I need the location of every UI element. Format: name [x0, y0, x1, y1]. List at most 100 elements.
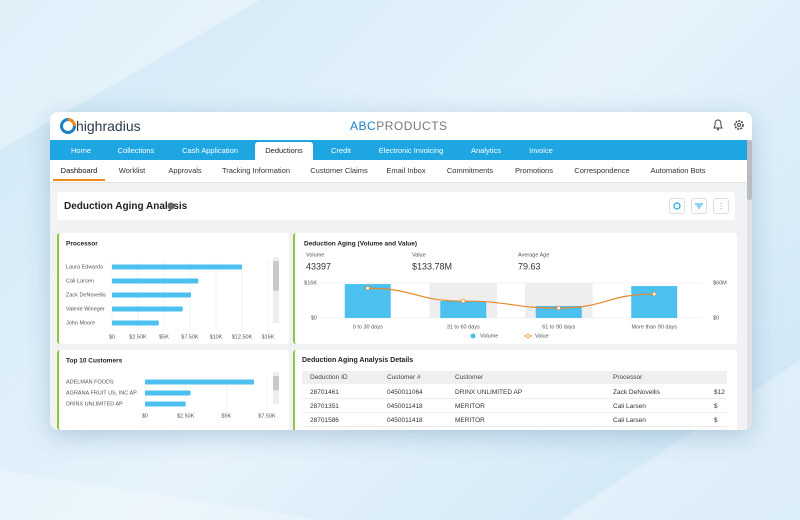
- processor-chart: Processor $0 $2.50K $5K $7.50K $10K $12.50K $15…: [66, 241, 279, 340]
- x-tick-label: $2.50K: [177, 413, 195, 419]
- nav-item[interactable]: Collections: [117, 146, 155, 155]
- sub-nav-item[interactable]: Customer Claims: [310, 166, 368, 175]
- brand-prefix: ABC: [350, 119, 377, 133]
- filter-button[interactable]: [691, 198, 707, 214]
- table-cell: MERITOR: [455, 403, 485, 410]
- column-header[interactable]: Processor: [613, 374, 643, 381]
- column-header[interactable]: Deduction ID: [310, 374, 348, 381]
- stat-label: Average Age: [518, 252, 549, 258]
- table-cell: $12: [714, 389, 725, 396]
- x-tick-label: $7.50K: [258, 413, 276, 419]
- customers-chart: Top 10 Customers $0 $2.50K $5K $7.50K ADELMAN…: [66, 358, 279, 419]
- volume-bar: [535, 305, 582, 318]
- info-dot: [167, 202, 175, 210]
- sub-nav-item[interactable]: Email Inbox: [386, 166, 426, 175]
- table-title: Deduction Aging Analysis Details: [302, 357, 414, 364]
- bar: [145, 390, 191, 396]
- active-tab: [255, 142, 313, 160]
- nav-item[interactable]: Cash Application: [182, 146, 238, 155]
- x-tick-label: $0: [109, 334, 115, 340]
- bell-shape: [713, 119, 723, 129]
- nav-item[interactable]: Electronic Invoicing: [378, 146, 444, 155]
- details-panel: Deduction Aging Analysis Details Deducti…: [293, 350, 737, 430]
- sub-nav-item[interactable]: Dashboard: [60, 166, 98, 175]
- category-label: Laura Edwards: [66, 264, 103, 270]
- brand: ABCPRODUCTS: [350, 119, 448, 133]
- x-tick-label: $12.50K: [232, 334, 253, 340]
- legend-diamond: [525, 333, 531, 339]
- more-button[interactable]: [713, 198, 729, 214]
- aging-chart: Deduction Aging (Volume and Value) Volume…: [304, 241, 727, 340]
- nav-item[interactable]: Credit: [330, 146, 352, 155]
- app-window: highradius ABCPRODUCTS Home Collections Ca…: [50, 112, 752, 430]
- bg-shape: [0, 470, 320, 520]
- sub-nav-item[interactable]: Tracking Information: [221, 166, 291, 175]
- bar: [145, 379, 254, 385]
- processor-panel: Processor $0 $2.50K $5K $7.50K $10K $12.50K $15…: [57, 233, 289, 344]
- sub-nav-item[interactable]: Worklist: [118, 166, 146, 175]
- stat-label: Value: [412, 252, 426, 258]
- y-tick-label: $16K: [304, 280, 317, 286]
- sub-nav-item[interactable]: Correspondence: [574, 166, 630, 175]
- volume-bar: [440, 300, 487, 318]
- category-label: ADELMAN FOODS: [66, 379, 114, 385]
- more-icon: [720, 203, 722, 209]
- x-tick-label: $0: [142, 413, 148, 419]
- scroll-thumb[interactable]: [747, 140, 752, 200]
- gear-shape: [734, 120, 744, 130]
- nav-item[interactable]: Home: [70, 146, 92, 155]
- sub-nav-item[interactable]: Approvals: [168, 166, 202, 175]
- refresh-button[interactable]: [669, 198, 685, 214]
- stat-value: 79.63: [518, 261, 541, 271]
- window-scrollbar[interactable]: [747, 140, 752, 430]
- table-cell: MERITOR: [455, 417, 485, 424]
- refresh-icon: [673, 202, 681, 210]
- info-icon[interactable]: [167, 202, 175, 210]
- chart-title: Deduction Aging (Volume and Value): [304, 241, 417, 248]
- column-header[interactable]: Customer: [455, 374, 484, 381]
- category-label: DRINX UNLIMITED AP: [66, 401, 123, 407]
- nav-item[interactable]: Invoice: [529, 146, 553, 155]
- scrollbar-thumb[interactable]: [273, 261, 279, 291]
- category-label: Zack DeNovellis: [66, 292, 106, 298]
- sub-nav-item[interactable]: Automation Bots: [650, 166, 706, 175]
- scrollbar-thumb[interactable]: [273, 376, 279, 391]
- gear-hub: [737, 123, 741, 127]
- filter-lines: [695, 203, 703, 209]
- aging-panel: Deduction Aging (Volume and Value) Volume…: [293, 233, 737, 344]
- legend-swatch: [470, 333, 476, 339]
- panel-title: Deduction Aging Analysis: [64, 201, 188, 212]
- table-cell: $: [714, 417, 718, 424]
- sub-nav: Dashboard Worklist Approvals Tracking Infor…: [50, 160, 747, 183]
- legend-label: Volume: [480, 333, 498, 339]
- x-tick-label: 61 to 90 days: [542, 324, 575, 330]
- category-label: Valerie Wineger: [66, 306, 105, 312]
- x-tick-label: $7.50K: [181, 334, 199, 340]
- table-cell: DRINX UNLIMITED AP: [455, 389, 523, 396]
- row-divider: [302, 412, 727, 413]
- x-tick-label: $5K: [159, 334, 169, 340]
- bell-icon[interactable]: [712, 118, 724, 132]
- nav-item[interactable]: Analytics: [470, 146, 502, 155]
- table-cell: 0450011418: [387, 403, 423, 410]
- settings-icon[interactable]: [732, 118, 746, 132]
- bar: [112, 264, 242, 270]
- x-tick-label: $2.50K: [129, 334, 147, 340]
- filter-icon: [695, 203, 703, 209]
- logo-text: highradius: [76, 118, 141, 134]
- volume-bar: [631, 286, 678, 318]
- nav-item[interactable]: Deductions: [265, 146, 303, 155]
- table-cell: 28701351: [310, 403, 339, 410]
- value-point: [461, 298, 466, 304]
- table-cell: Cali Larsen: [613, 403, 646, 410]
- logo-icon: [60, 118, 76, 134]
- table-cell: 0450011064: [387, 389, 423, 396]
- column-header[interactable]: Customer #: [387, 374, 421, 381]
- table-cell: 0450011418: [387, 417, 423, 424]
- sub-nav-item[interactable]: Promotions: [515, 166, 553, 175]
- y2-tick-label: $0: [713, 315, 719, 321]
- value-point: [652, 291, 657, 297]
- chart-title: Top 10 Customers: [66, 358, 123, 365]
- table-cell: Cali Larsen: [613, 417, 646, 424]
- sub-nav-item[interactable]: Commitments: [446, 166, 494, 175]
